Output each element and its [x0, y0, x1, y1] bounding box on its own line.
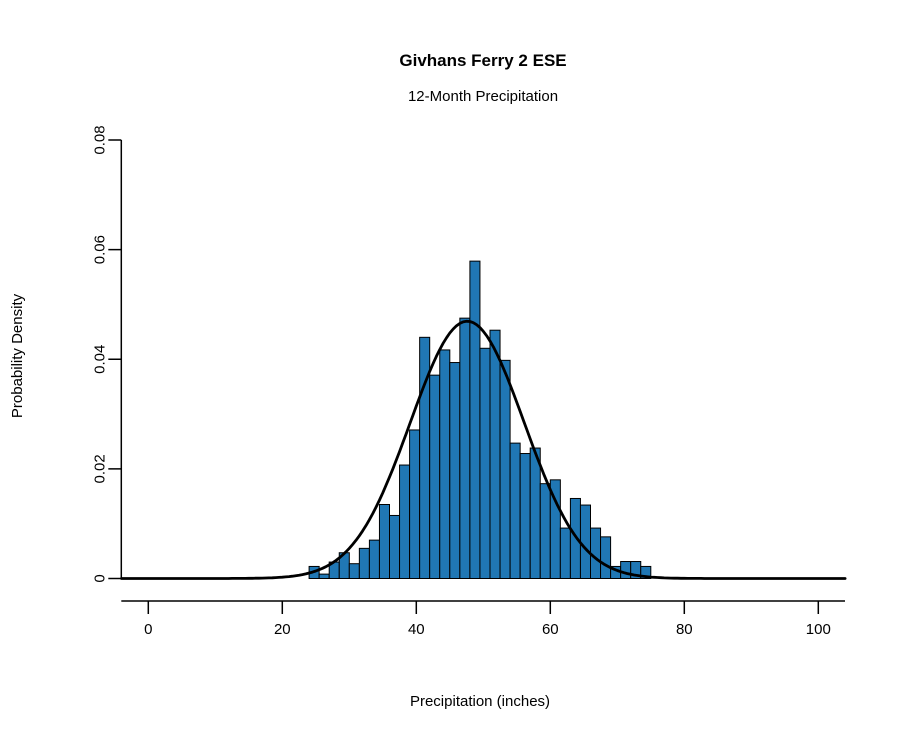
histogram-bar [429, 374, 441, 579]
histogram-bar [409, 429, 421, 579]
y-tick-label: 0.06 [92, 235, 109, 264]
y-tick-label: 0.08 [92, 125, 109, 154]
histogram-bar [519, 453, 531, 579]
histogram-bar [358, 547, 370, 580]
chart-subtitle: 12-Month Precipitation [408, 88, 558, 105]
histogram-bar [539, 483, 551, 579]
histogram-bar [529, 447, 541, 580]
histogram-bar [368, 539, 380, 579]
histogram-bar [449, 362, 461, 579]
histogram-bar [489, 329, 501, 579]
x-tick-label: 100 [806, 621, 831, 638]
y-axis-title: Probability Density [9, 293, 26, 418]
histogram-bar [469, 260, 481, 579]
histogram-bar [318, 573, 330, 579]
y-tick-label: 0 [92, 574, 109, 582]
histogram-bar [479, 347, 491, 579]
plot-area: 0 0.02 0.04 0.06 0.08 0 20 40 60 80 100 [92, 125, 847, 638]
histogram-bar [579, 504, 592, 579]
x-tick-label: 20 [274, 621, 291, 638]
histogram-bar [559, 527, 571, 580]
histogram-bar [640, 565, 652, 579]
histogram-bar [620, 561, 632, 579]
histogram-bar [348, 563, 360, 579]
x-tick-label: 80 [676, 621, 693, 638]
y-tick-label: 0.04 [92, 345, 109, 374]
x-tick-label: 40 [408, 621, 425, 638]
normal-curve [120, 319, 847, 580]
histogram-bar [499, 359, 511, 579]
x-tick-label: 60 [542, 621, 559, 638]
histogram-bar [389, 514, 401, 580]
histogram-bar [378, 504, 391, 579]
x-tick-label: 0 [144, 621, 152, 638]
histogram-bar [600, 536, 612, 580]
x-axis-title: Precipitation (inches) [410, 693, 550, 710]
histogram-bar [509, 442, 521, 579]
histogram-bar [399, 464, 411, 579]
histogram-bar [439, 349, 451, 580]
chart-title: Givhans Ferry 2 ESE [399, 51, 566, 70]
histogram-bar [459, 317, 471, 579]
y-tick-label: 0.02 [92, 454, 109, 483]
